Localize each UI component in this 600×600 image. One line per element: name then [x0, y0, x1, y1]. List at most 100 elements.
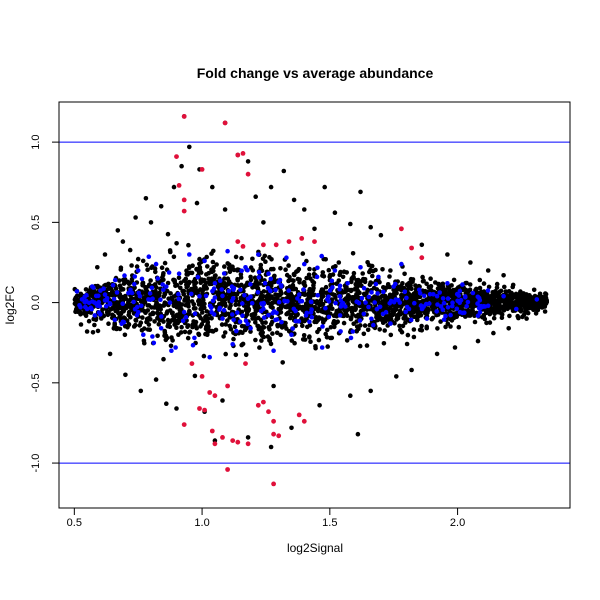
point-black [117, 278, 122, 283]
point-black [145, 308, 151, 313]
point-black [231, 336, 236, 342]
point-black [350, 251, 356, 256]
point-blue [259, 301, 264, 306]
point-black [268, 266, 274, 272]
point-black [397, 323, 402, 329]
point-black [334, 281, 339, 287]
point-black [147, 282, 152, 288]
point-black [313, 345, 318, 351]
point-black [134, 264, 140, 269]
point-black [150, 310, 156, 316]
point-red [202, 407, 208, 413]
point-black [133, 322, 138, 328]
point-blue [114, 290, 120, 295]
point-black [374, 287, 380, 292]
point-black [307, 266, 312, 272]
point-black [272, 273, 277, 279]
point-blue [221, 271, 227, 276]
point-black [356, 312, 361, 318]
point-black [323, 284, 329, 290]
point-red [266, 409, 271, 415]
point-blue [83, 304, 88, 310]
point-black [283, 267, 288, 273]
point-blue [427, 291, 433, 297]
point-blue [441, 317, 447, 322]
point-blue [315, 293, 321, 298]
point-black [162, 260, 168, 266]
point-red [301, 418, 307, 424]
point-black [510, 284, 515, 290]
y-tick-label: 0.0 [30, 295, 42, 310]
point-blue [354, 299, 360, 305]
point-black [358, 323, 363, 328]
point-blue [82, 300, 88, 305]
point-black [83, 287, 89, 292]
point-blue [210, 298, 216, 304]
point-black [411, 327, 417, 332]
point-black [186, 242, 191, 248]
point-red [261, 399, 266, 405]
point-blue [372, 300, 378, 305]
point-blue [230, 312, 235, 317]
point-black [377, 327, 383, 332]
point-black [165, 317, 171, 323]
point-blue [176, 296, 182, 302]
point-red [212, 441, 218, 447]
point-blue [181, 309, 187, 315]
point-black [194, 200, 200, 206]
point-black [451, 277, 457, 283]
point-black [213, 327, 219, 333]
point-red [212, 393, 218, 399]
point-blue [134, 312, 140, 318]
point-black [258, 262, 264, 268]
point-blue [399, 261, 404, 267]
point-blue [338, 298, 344, 303]
point-black [225, 261, 230, 266]
point-black [154, 310, 160, 316]
point-black [394, 317, 399, 322]
point-blue [136, 290, 141, 296]
point-black [393, 307, 399, 313]
point-black [380, 320, 386, 326]
point-blue [327, 288, 333, 293]
point-blue [169, 348, 174, 354]
point-black [255, 323, 260, 329]
point-black [286, 263, 291, 268]
point-blue [248, 326, 253, 331]
point-black [114, 326, 119, 332]
point-black [281, 168, 287, 174]
point-blue [77, 303, 82, 308]
point-black [110, 306, 116, 311]
point-black [524, 303, 530, 309]
point-blue [326, 314, 332, 320]
point-blue [454, 306, 460, 312]
point-blue [326, 299, 332, 304]
point-black [528, 305, 534, 311]
point-blue [158, 326, 164, 331]
point-black [148, 278, 153, 283]
point-black [141, 338, 147, 344]
point-black [440, 284, 446, 289]
point-black [411, 310, 416, 315]
point-black [367, 322, 373, 328]
point-black [447, 316, 453, 322]
point-blue [373, 281, 379, 287]
point-black [360, 271, 366, 276]
point-black [207, 278, 212, 283]
point-black [275, 322, 280, 328]
point-black [192, 373, 198, 379]
point-black [222, 264, 227, 269]
point-black [319, 295, 325, 300]
point-black [523, 309, 529, 315]
point-black [435, 326, 440, 331]
point-black [86, 318, 92, 324]
point-blue [482, 304, 488, 309]
point-black [233, 302, 238, 308]
point-blue [338, 329, 343, 334]
point-black [196, 297, 202, 303]
point-blue [268, 288, 273, 294]
point-red [243, 361, 248, 366]
point-black [399, 292, 404, 298]
point-black [127, 247, 133, 253]
point-blue [443, 313, 448, 319]
